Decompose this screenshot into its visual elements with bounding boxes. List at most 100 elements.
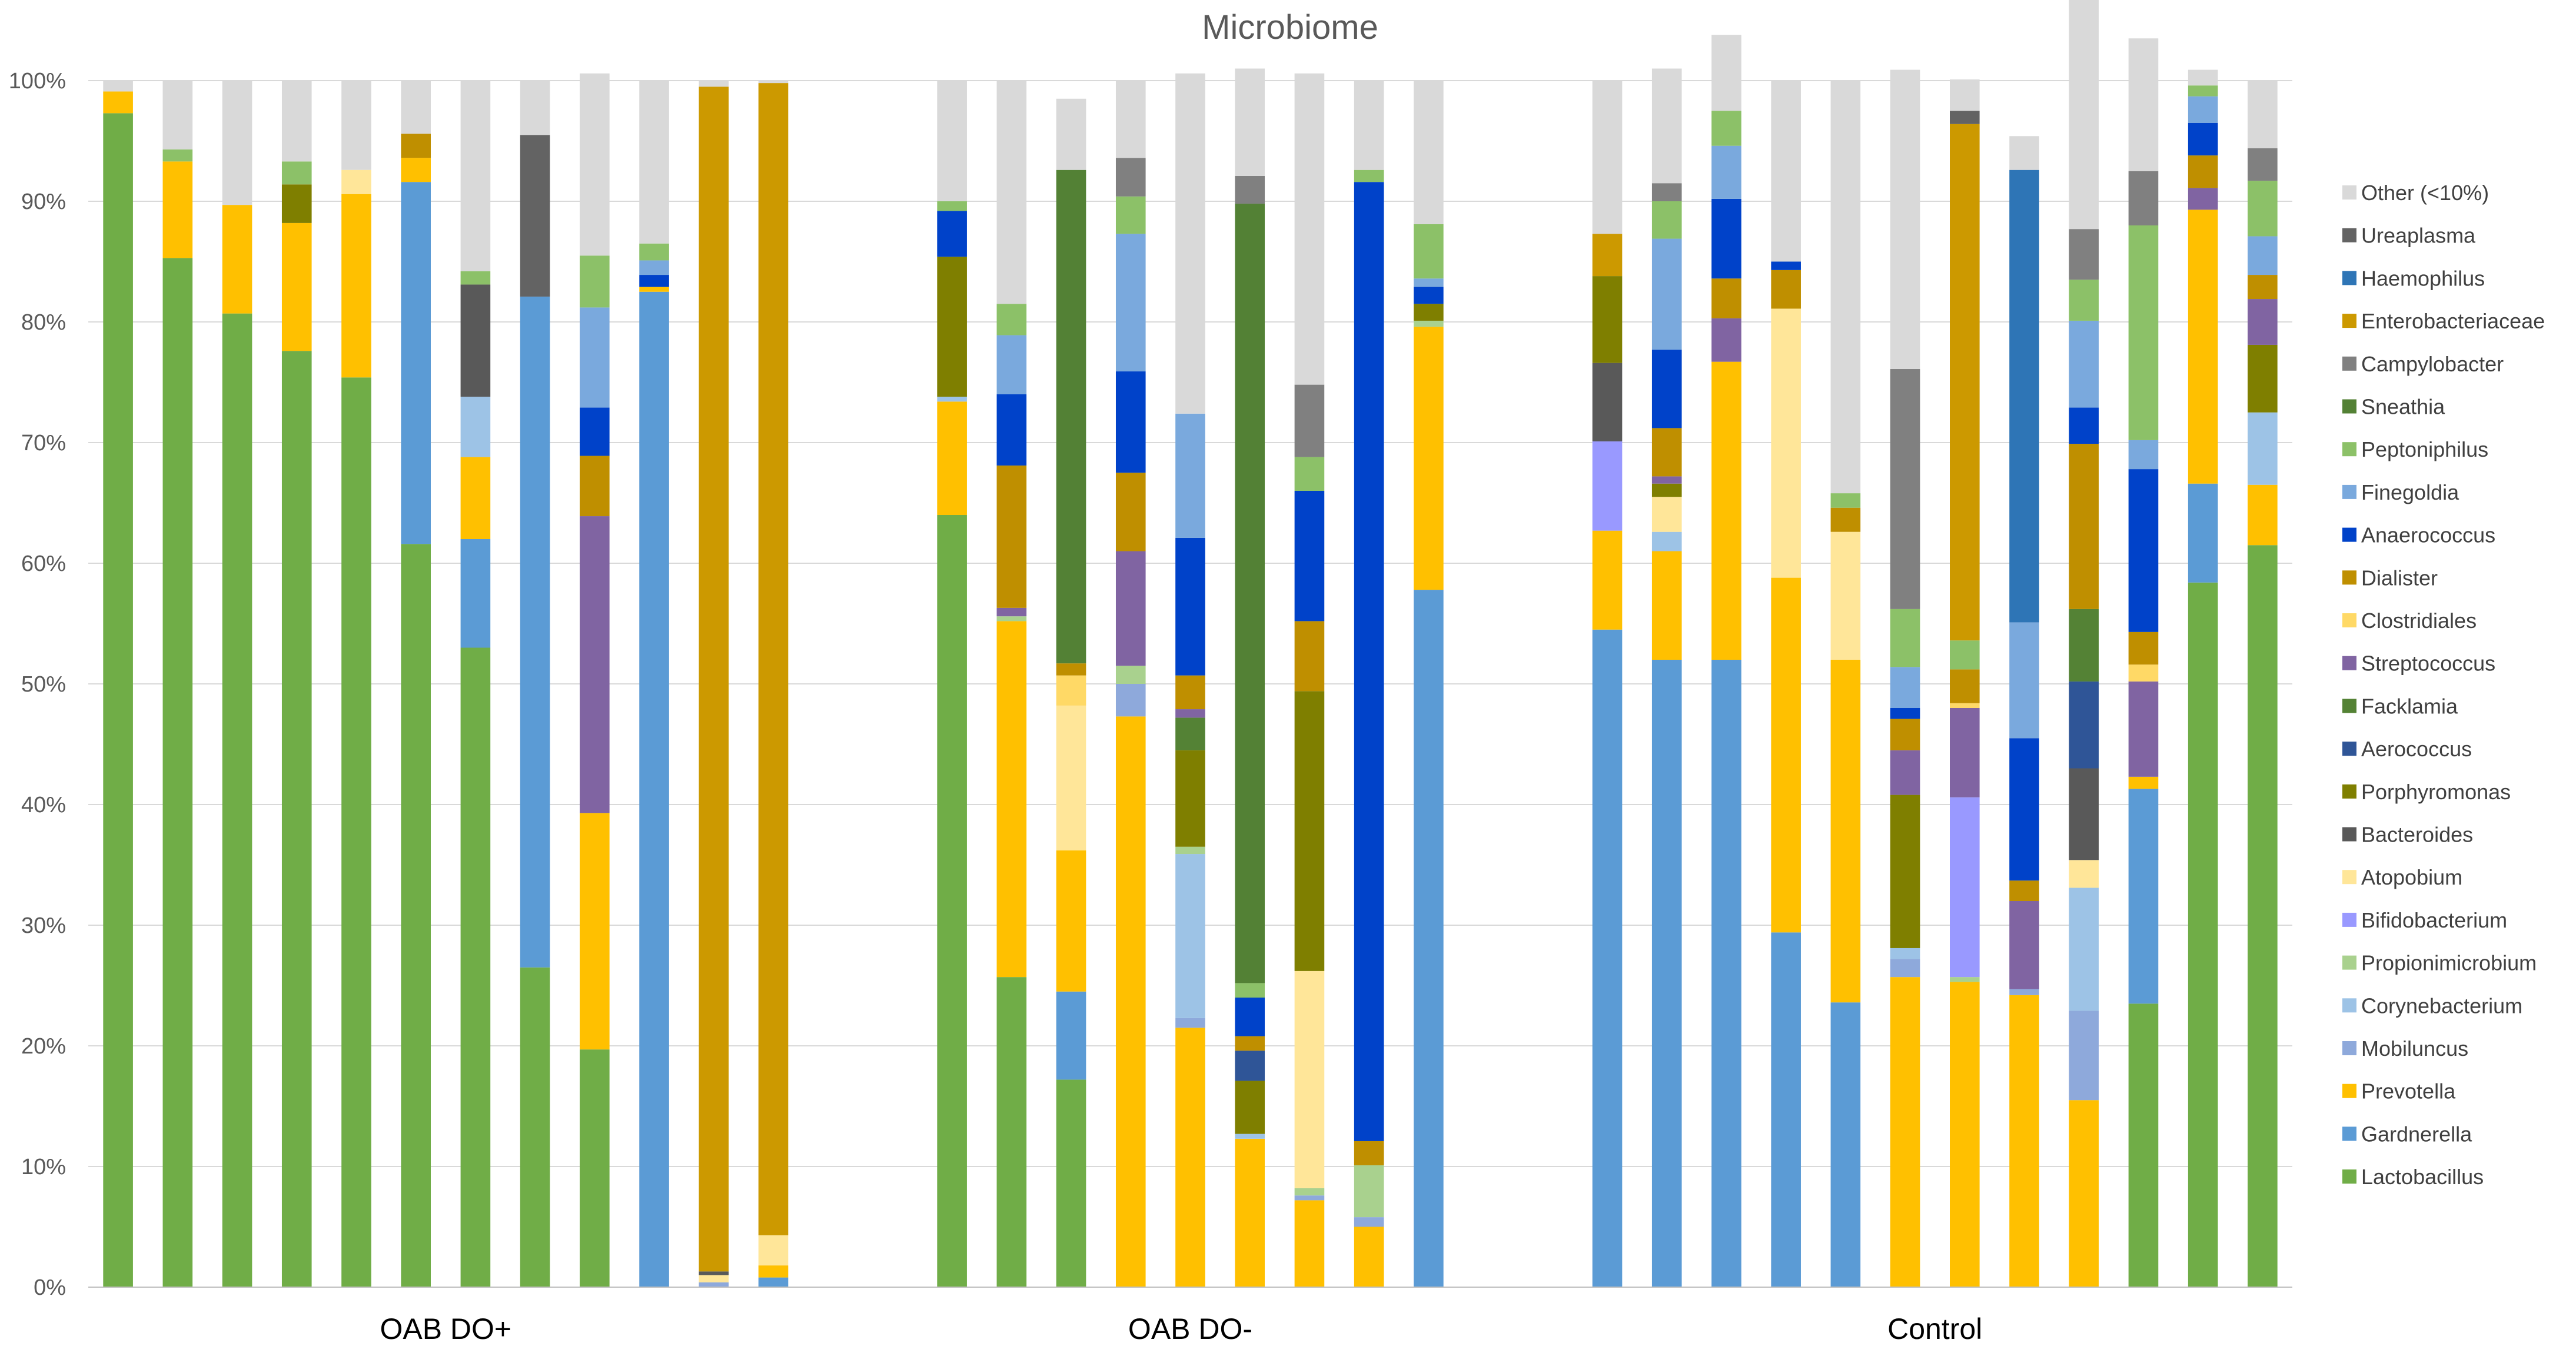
bar-segment-corynebacterium: [1235, 1134, 1265, 1139]
bar-segment-streptococcus: [2188, 188, 2218, 210]
bar-segment-corynebacterium: [1890, 948, 1920, 959]
bar-segment-porphyromonas: [1414, 304, 1444, 321]
bar-segment-anaerococcus: [1771, 261, 1801, 270]
bar-segment-finegoldia: [2009, 622, 2039, 739]
bar-segment-sneathia: [1056, 170, 1086, 664]
legend-item: Clostridiales: [2342, 609, 2477, 633]
bar-segment-prevotella: [1115, 716, 1146, 1287]
bar-segment-prevotella: [281, 222, 312, 351]
bar-segment-porphyromonas: [1235, 1081, 1265, 1134]
bar-segment-anaerococcus: [1175, 537, 1205, 676]
bar-segment-dialister: [1056, 663, 1086, 676]
bar-segment-haemophilus: [2009, 170, 2039, 623]
bar-16: [1115, 81, 1146, 1287]
y-tick-label: 30%: [21, 913, 66, 938]
bar-segment-prevotella: [996, 621, 1027, 978]
legend-label: Aerococcus: [2361, 737, 2472, 761]
bar-segment-anaerococcus: [1294, 491, 1325, 622]
bar-segment-streptococcus: [580, 516, 610, 813]
bar-segment-atopobium: [1771, 308, 1801, 578]
bar-segment-gardnerella: [1711, 660, 1741, 1287]
bar-segment-ureaplasma: [520, 135, 550, 297]
bar-segment-gardnerella: [1592, 629, 1623, 1287]
bar-segment-peptoniphilus: [2128, 225, 2159, 440]
bar-segment-atopobium: [341, 170, 371, 194]
bar-segment-prevotella: [1235, 1138, 1265, 1287]
legend-swatch: [2342, 1126, 2356, 1141]
bar-segment-dialister: [996, 465, 1027, 608]
bar-segment-corynebacterium: [460, 397, 491, 457]
bar-segment-other-10-: [996, 81, 1027, 304]
legend-label: Haemophilus: [2361, 266, 2485, 290]
bar-segment-anaerococcus: [937, 211, 967, 257]
bar-segment-clostridiales: [2128, 664, 2159, 682]
legend-swatch: [2342, 484, 2356, 499]
bar-segment-peptoniphilus: [1354, 170, 1384, 182]
bar-segment-atopobium: [2069, 860, 2099, 888]
bar-segment-sneathia: [1235, 204, 1265, 983]
bar-segment-propionimicrobium: [1294, 1188, 1325, 1196]
bar-segment-prevotella: [1711, 361, 1741, 660]
bar-segment-propionimicrobium: [1950, 977, 1980, 982]
bar-segment-prevotella: [460, 457, 491, 539]
legend-label: Porphyromonas: [2361, 780, 2511, 804]
bar-segment-prevotella: [222, 205, 252, 314]
bar-segment-lactobacillus: [937, 515, 967, 1287]
bar-segment-gardnerella: [520, 296, 550, 968]
y-tick-label: 100%: [9, 69, 66, 94]
bar-segment-other-10-: [341, 81, 371, 170]
bar-segment-mobiluncus: [2069, 1011, 2099, 1101]
legend-swatch: [2342, 998, 2356, 1013]
bar-11: [699, 81, 729, 1287]
bar-segment-anaerococcus: [2188, 122, 2218, 156]
bar-segment-other-10-: [1354, 81, 1384, 170]
bar-26: [1830, 81, 1861, 1287]
bar-segment-lactobacillus: [401, 544, 431, 1288]
group-label: Control: [1887, 1312, 1982, 1345]
bar-segment-anaerococcus: [639, 275, 669, 287]
bar-segment-enterobacteriaceae: [1592, 234, 1623, 277]
legend-item: Atopobium: [2342, 865, 2462, 889]
bar-segment-other-10-: [2069, 0, 2099, 230]
bar-segment-porphyromonas: [1890, 795, 1920, 948]
bar-segment-prevotella: [401, 158, 431, 182]
bar-segment-propionimicrobium: [1115, 666, 1146, 684]
bar-segment-streptococcus: [1115, 551, 1146, 666]
legend-swatch: [2342, 912, 2356, 927]
bar-segment-peptoniphilus: [937, 201, 967, 211]
bar-segment-peptoniphilus: [1294, 457, 1325, 491]
bar-segment-other-10-: [580, 73, 610, 256]
legend-swatch: [2342, 228, 2356, 242]
legend-label: Bifidobacterium: [2361, 908, 2507, 932]
bar-27: [1890, 69, 1920, 1287]
bar-segment-other-10-: [639, 81, 669, 244]
legend-item: Sneathia: [2342, 395, 2445, 419]
bar-segment-dialister: [1711, 278, 1741, 318]
bar-segment-finegoldia: [2248, 236, 2278, 275]
bar-20: [1354, 81, 1384, 1287]
legend-label: Enterobacteriaceae: [2361, 309, 2545, 333]
bar-segment-prevotella: [1771, 577, 1801, 933]
bar-segment-other-10-: [1056, 98, 1086, 170]
bar-segment-streptococcus: [996, 607, 1027, 617]
legend-label: Other (<10%): [2361, 181, 2489, 205]
bar-segment-finegoldia: [1651, 238, 1682, 350]
legend-label: Sneathia: [2361, 395, 2445, 419]
bar-segment-other-10-: [2248, 81, 2278, 148]
bar-24: [1711, 35, 1741, 1287]
y-tick-label: 70%: [21, 431, 66, 456]
bar-segment-other-10-: [281, 81, 312, 162]
bar-segment-streptococcus: [1890, 750, 1920, 795]
bar-segment-finegoldia: [580, 307, 610, 408]
bar-segment-other-10-: [520, 81, 550, 135]
bar-segment-anaerococcus: [1354, 182, 1384, 1141]
bar-segment-finegoldia: [1115, 234, 1146, 372]
legend-item: Ureaplasma: [2342, 224, 2476, 248]
legend-label: Campylobacter: [2361, 352, 2504, 376]
legend-swatch: [2342, 570, 2356, 585]
bar-segment-enterobacteriaceae: [758, 83, 789, 1235]
bar-segment-facklamia: [2069, 609, 2099, 682]
bar-segment-campylobacter: [2069, 229, 2099, 280]
bar-segment-anaerococcus: [1651, 350, 1682, 428]
